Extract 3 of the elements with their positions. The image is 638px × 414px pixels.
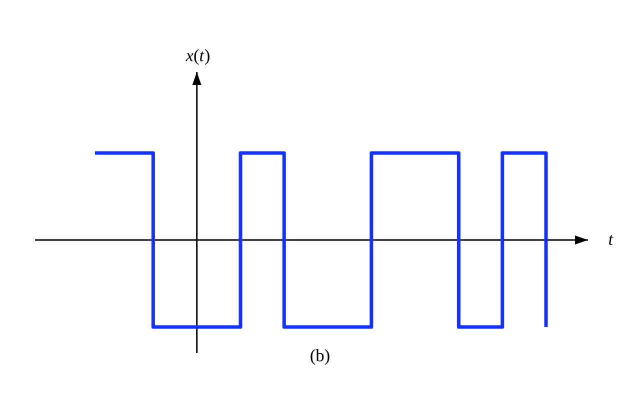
text: x(t) bbox=[186, 49, 210, 65]
text: (b) bbox=[310, 349, 330, 365]
x-axis-title: t bbox=[609, 235, 614, 245]
